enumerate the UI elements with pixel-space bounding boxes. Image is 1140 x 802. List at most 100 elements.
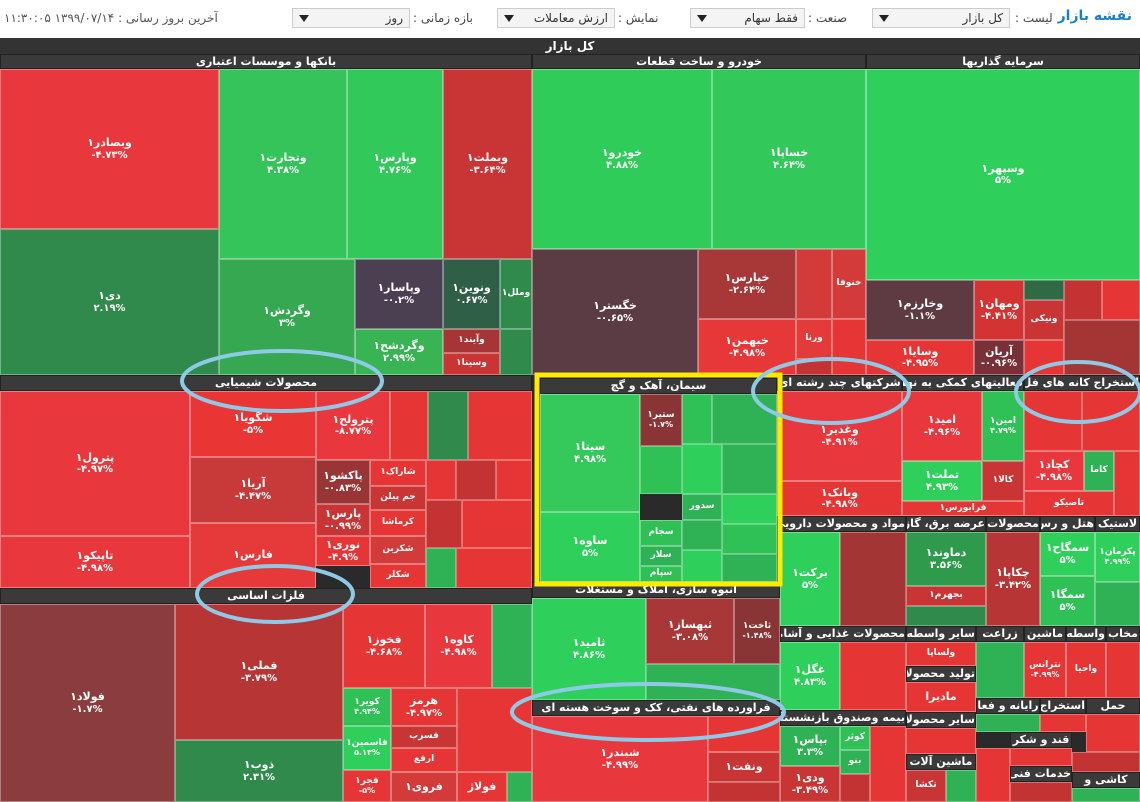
filter-select[interactable]: فقط سهام: [690, 8, 805, 28]
tile[interactable]: شکلر: [370, 564, 426, 588]
tile[interactable]: بنو: [840, 750, 870, 774]
tile[interactable]: فجر۱ -۵%: [343, 770, 391, 802]
tile[interactable]: شاراک۱: [370, 460, 426, 486]
tile[interactable]: غگل۱ ۴.۸۳%: [780, 642, 840, 710]
tile[interactable]: پکرمان۱ ۴.۹۹%: [1095, 532, 1140, 582]
tile[interactable]: سپام: [640, 566, 682, 582]
tile[interactable]: تکشا: [906, 770, 946, 802]
tile[interactable]: تملت۱ ۴.۹۳%: [902, 461, 982, 501]
tile: [796, 359, 832, 375]
tile[interactable]: وخارزم۱ -۱.۱%: [866, 280, 974, 340]
tile[interactable]: وغدیر۱ -۴.۹۱%: [777, 391, 902, 481]
tile[interactable]: مادیرا: [906, 682, 976, 712]
tile[interactable]: برکت۱ ۵%: [780, 532, 840, 626]
tile[interactable]: فولاد۱ -۱.۷%: [0, 604, 175, 802]
tile[interactable]: واحیا: [1066, 642, 1106, 698]
tile[interactable]: کویر۱ ۴.۹۴%: [343, 688, 391, 726]
tile[interactable]: بپاس۱ ۳.۳%: [780, 726, 840, 766]
tile[interactable]: وگردش۱ ۳%: [219, 259, 355, 375]
tile[interactable]: سیتا۱ ۴.۹۸%: [540, 394, 640, 512]
tile[interactable]: دماوند۱ ۳.۵۶%: [906, 532, 986, 586]
tile[interactable]: فاسمین۱ ۵.۱۳%: [343, 726, 391, 770]
tile[interactable]: خپارس۱ -۲.۶۴%: [698, 249, 796, 319]
tile[interactable]: وبملت۱ -۳.۶۴%: [443, 69, 532, 259]
tile[interactable]: فخوز۱ -۴.۶۸%: [343, 604, 425, 688]
tile[interactable]: فولاژ: [457, 772, 507, 802]
tile[interactable]: وتجارت۱ ۴.۳۸%: [219, 69, 347, 259]
tile[interactable]: کرماشا: [370, 510, 426, 536]
tile[interactable]: شکربن: [370, 536, 426, 564]
tile[interactable]: امین۱ ۴.۷۹%: [982, 391, 1024, 461]
tile[interactable]: امید۱ -۴.۹۶%: [902, 391, 982, 461]
tile[interactable]: ستیر۱ -۱.۷%: [640, 394, 682, 446]
tile[interactable]: فارس۱: [190, 523, 316, 588]
tile[interactable]: ونیکی: [1024, 300, 1064, 340]
tile[interactable]: کاما: [1084, 451, 1114, 491]
tile[interactable]: نوری۱ -۴.۹%: [316, 536, 370, 566]
tile[interactable]: ولساپا: [906, 642, 976, 666]
tile[interactable]: سمگاح۱ ۵%: [1040, 532, 1095, 576]
tile[interactable]: بجهرم۱: [906, 586, 986, 606]
tile[interactable]: سجام: [640, 520, 682, 546]
tile[interactable]: سدور: [682, 494, 722, 520]
tile[interactable]: ثبهساز۱ -۳.۰۸%: [646, 598, 734, 664]
tile[interactable]: ذوب۱ ۲.۳۱%: [175, 740, 343, 802]
tile[interactable]: چکاپا۱ -۳.۴۲%: [986, 532, 1040, 626]
tile[interactable]: کاوه۱ -۴.۹۸%: [425, 604, 492, 688]
tile[interactable]: ثامید۱ ۴.۸۶%: [532, 598, 646, 700]
tile[interactable]: وبانک۱ -۴.۹۸%: [777, 481, 902, 516]
tile[interactable]: هرمز -۴.۹۷%: [391, 688, 457, 726]
tile[interactable]: ودی۱ -۳.۴۹%: [780, 766, 840, 802]
tile[interactable]: ومهان۱ -۴.۴۱%: [974, 280, 1024, 340]
tile[interactable]: سمگا۱ ۵%: [1040, 576, 1095, 626]
tile[interactable]: خگستر۱ -۰.۶۵%: [532, 249, 698, 375]
tile[interactable]: فملی۱ -۳.۷۹%: [175, 604, 343, 740]
tile[interactable]: خنوفا: [832, 249, 866, 319]
filter-select[interactable]: روز: [292, 8, 410, 28]
tile[interactable]: پاکشو۱ -۰.۸۳%: [316, 460, 370, 504]
tile[interactable]: تاپیکو۱ -۴.۹۸%: [0, 536, 190, 588]
tile[interactable]: کچاد۱ -۴.۹۸%: [1024, 451, 1084, 491]
tile[interactable]: فسرب: [391, 726, 457, 748]
tile[interactable]: آریا۱ -۴.۴۷%: [190, 457, 316, 523]
tile[interactable]: وملل۱: [500, 259, 532, 329]
tile[interactable]: شگویا۱ -۵%: [190, 391, 316, 457]
tile[interactable]: وسینا۱: [443, 353, 500, 375]
sector-header: ماشین آلات: [906, 754, 976, 770]
tile[interactable]: کوثر: [840, 726, 870, 750]
tile[interactable]: خبهمن۱ -۴.۹۸%: [698, 319, 796, 375]
tile-symbol: فملی۱: [240, 659, 278, 673]
tile[interactable]: کالا۱: [982, 461, 1024, 501]
tile[interactable]: وسپهر۱ ۵%: [866, 69, 1140, 280]
tile[interactable]: وپاسار۱ -۰.۲%: [355, 259, 443, 329]
tile[interactable]: ارفع: [391, 748, 457, 772]
tile[interactable]: خودرو۱ ۴.۸۸%: [532, 69, 712, 249]
tile-change: ۴.۹۳%: [925, 481, 959, 493]
tile[interactable]: پارس۱ -۰.۹۹%: [316, 504, 370, 536]
tile[interactable]: وگردشح۱ ۲.۹۹%: [355, 329, 443, 375]
tile[interactable]: وپارس۱ ۴.۷۶%: [347, 69, 443, 259]
tile[interactable]: ساوه۱ ۵%: [540, 512, 640, 582]
tile[interactable]: سلار: [640, 546, 682, 566]
tile[interactable]: پترول۱ -۴.۹۷%: [0, 391, 190, 536]
tile[interactable]: فرابورس۱: [902, 501, 1024, 516]
tile[interactable]: آریان -۰.۹۶%: [974, 340, 1024, 375]
tile[interactable]: وسایا۱ -۴.۹۵%: [866, 340, 974, 375]
filter-select[interactable]: کل بازار: [872, 8, 1010, 28]
tile[interactable]: وآیند۱: [443, 329, 500, 353]
tile[interactable]: ورنا: [796, 319, 832, 359]
tile[interactable]: ثاخت۱ -۱.۴۸%: [734, 598, 780, 664]
tile[interactable]: جم پیلن: [370, 486, 426, 510]
tile[interactable]: ونوین۱ ۰.۶۷%: [443, 259, 500, 329]
tile[interactable]: فروی۱: [391, 772, 457, 802]
tile[interactable]: نترانس -۴.۹۹%: [1024, 642, 1066, 698]
tile[interactable]: خساپا۱ ۴.۶۴%: [712, 69, 866, 249]
tile[interactable]: تاصیکو: [1024, 491, 1114, 516]
tile[interactable]: وبصادر۱ -۴.۷۳%: [0, 69, 219, 229]
filter-select[interactable]: ارزش معاملات: [497, 8, 615, 28]
tile-symbol: فرابورس۱: [939, 502, 987, 513]
tile[interactable]: ونفت۱: [708, 752, 780, 782]
tile[interactable]: پترولح۱ -۸.۷۷%: [316, 391, 390, 460]
tile[interactable]: دی۱ ۲.۱۹%: [0, 229, 219, 375]
tile[interactable]: شبندر۱ -۴.۹۹%: [532, 716, 708, 802]
